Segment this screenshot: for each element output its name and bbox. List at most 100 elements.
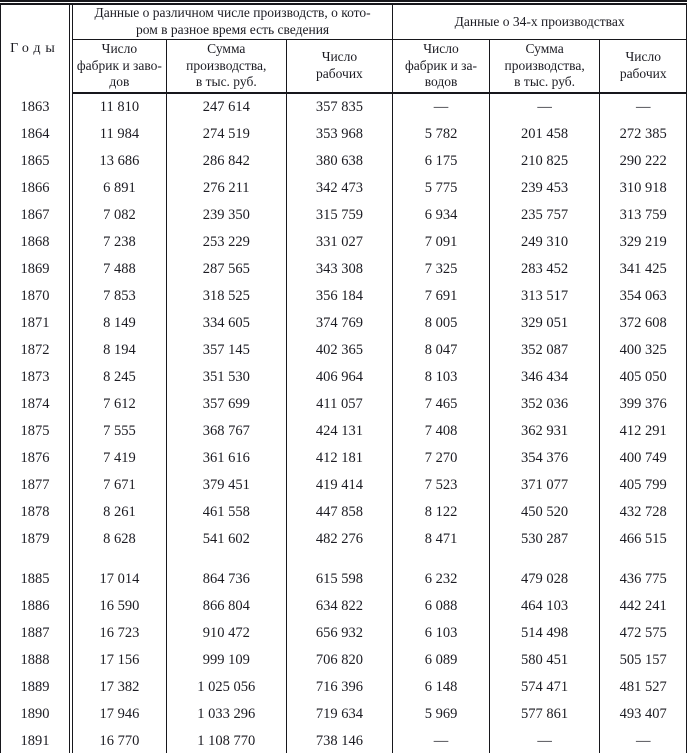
data-cell: 235 757 — [488, 202, 600, 229]
data-cell — [285, 553, 393, 566]
year-cell: 1887 — [0, 620, 73, 647]
data-cell: 738 146 — [285, 728, 393, 753]
data-cell — [70, 553, 167, 566]
data-cell: 866 804 — [165, 593, 287, 620]
data-cell: 7 465 — [392, 391, 490, 418]
data-cell: 6 934 — [392, 202, 490, 229]
data-cell: 719 634 — [285, 701, 393, 728]
data-cell: 8 194 — [70, 337, 167, 364]
subheader-workers-count-2: Число рабочих — [599, 39, 687, 94]
data-cell: 400 749 — [599, 445, 687, 472]
data-cell: 286 842 — [165, 148, 287, 175]
data-cell: 16 590 — [70, 593, 167, 620]
data-cell: 13 686 — [70, 148, 167, 175]
table-row: 1889 17 382 1 025 056 716 396 6 148 574 … — [0, 674, 687, 701]
data-cell: 201 458 — [488, 121, 600, 148]
data-cell: 334 605 — [165, 310, 287, 337]
data-cell: 5 775 — [392, 175, 490, 202]
table-row: 1867 7 082 239 350 315 759 6 934 235 757… — [0, 202, 687, 229]
data-cell: 400 325 — [599, 337, 687, 364]
data-cell: 7 325 — [392, 256, 490, 283]
data-cell: 505 157 — [599, 647, 687, 674]
data-cell: 287 565 — [165, 256, 287, 283]
data-cell: 8 122 — [392, 499, 490, 526]
data-cell: 357 145 — [165, 337, 287, 364]
data-cell: 8 005 — [392, 310, 490, 337]
subheader-production-sum-1: Сумма производства, в тыс. руб. — [165, 39, 287, 94]
group-header-34-productions: Данные о 34-х производствах — [392, 2, 687, 40]
year-cell: 1877 — [0, 472, 73, 499]
table-row: 1863 11 810 247 614 357 835 — — — — [0, 93, 687, 121]
data-cell: 290 222 — [599, 148, 687, 175]
data-cell: 1 033 296 — [165, 701, 287, 728]
data-cell: — — [599, 728, 687, 753]
year-cell — [0, 553, 73, 566]
data-cell: 530 287 — [488, 526, 600, 553]
data-cell: 412 181 — [285, 445, 393, 472]
data-cell: 479 028 — [488, 566, 600, 593]
table-row: 1878 8 261 461 558 447 858 8 122 450 520… — [0, 499, 687, 526]
year-cell: 1873 — [0, 364, 73, 391]
data-cell: 354 063 — [599, 283, 687, 310]
data-cell: 253 229 — [165, 229, 287, 256]
data-cell: 447 858 — [285, 499, 393, 526]
data-cell: 7 853 — [70, 283, 167, 310]
data-cell: 249 310 — [488, 229, 600, 256]
data-cell: 315 759 — [285, 202, 393, 229]
data-cell: 239 350 — [165, 202, 287, 229]
data-cell: 374 769 — [285, 310, 393, 337]
data-cell: 7 408 — [392, 418, 490, 445]
data-cell: 514 498 — [488, 620, 600, 647]
data-cell: 436 775 — [599, 566, 687, 593]
data-cell: 11 984 — [70, 121, 167, 148]
data-cell — [488, 553, 600, 566]
data-cell: — — [599, 93, 687, 121]
data-cell: 706 820 — [285, 647, 393, 674]
table-row: 1891 16 770 1 108 770 738 146 — — — — [0, 728, 687, 753]
data-cell: 6 232 — [392, 566, 490, 593]
data-cell: — — [392, 728, 490, 753]
year-cell: 1889 — [0, 674, 73, 701]
data-cell: 1 108 770 — [165, 728, 287, 753]
data-cell: 362 931 — [488, 418, 600, 445]
data-cell: 329 219 — [599, 229, 687, 256]
data-cell: 352 036 — [488, 391, 600, 418]
data-cell: 615 598 — [285, 566, 393, 593]
data-cell: 402 365 — [285, 337, 393, 364]
subheader-factories-count-1: Число фабрик и заво- дов — [70, 39, 167, 94]
data-cell: 276 211 — [165, 175, 287, 202]
table-row: 1870 7 853 318 525 356 184 7 691 313 517… — [0, 283, 687, 310]
data-cell: 461 558 — [165, 499, 287, 526]
data-cell: 239 453 — [488, 175, 600, 202]
data-cell: 634 822 — [285, 593, 393, 620]
table-header: Годы Данные о различном числе производст… — [0, 2, 687, 94]
table-row: 1885 17 014 864 736 615 598 6 232 479 02… — [0, 566, 687, 593]
data-cell: 910 472 — [165, 620, 287, 647]
table-spacer-row — [0, 553, 687, 566]
data-cell: 313 759 — [599, 202, 687, 229]
data-cell: 341 425 — [599, 256, 687, 283]
data-cell: 351 530 — [165, 364, 287, 391]
data-cell: 16 770 — [70, 728, 167, 753]
data-cell: 7 270 — [392, 445, 490, 472]
data-cell: 7 612 — [70, 391, 167, 418]
data-cell: 419 414 — [285, 472, 393, 499]
year-cell: 1863 — [0, 93, 73, 121]
data-cell: 656 932 — [285, 620, 393, 647]
data-cell: 412 291 — [599, 418, 687, 445]
year-cell: 1886 — [0, 593, 73, 620]
data-cell: 283 452 — [488, 256, 600, 283]
data-cell: 7 238 — [70, 229, 167, 256]
data-cell: 8 245 — [70, 364, 167, 391]
data-cell: 7 671 — [70, 472, 167, 499]
data-cell: 368 767 — [165, 418, 287, 445]
data-cell: 6 175 — [392, 148, 490, 175]
data-cell: 361 616 — [165, 445, 287, 472]
table-row: 1877 7 671 379 451 419 414 7 523 371 077… — [0, 472, 687, 499]
year-cell: 1876 — [0, 445, 73, 472]
table-row: 1890 17 946 1 033 296 719 634 5 969 577 … — [0, 701, 687, 728]
table-row: 1873 8 245 351 530 406 964 8 103 346 434… — [0, 364, 687, 391]
data-cell: 352 087 — [488, 337, 600, 364]
table-row: 1866 6 891 276 211 342 473 5 775 239 453… — [0, 175, 687, 202]
data-cell: 464 103 — [488, 593, 600, 620]
